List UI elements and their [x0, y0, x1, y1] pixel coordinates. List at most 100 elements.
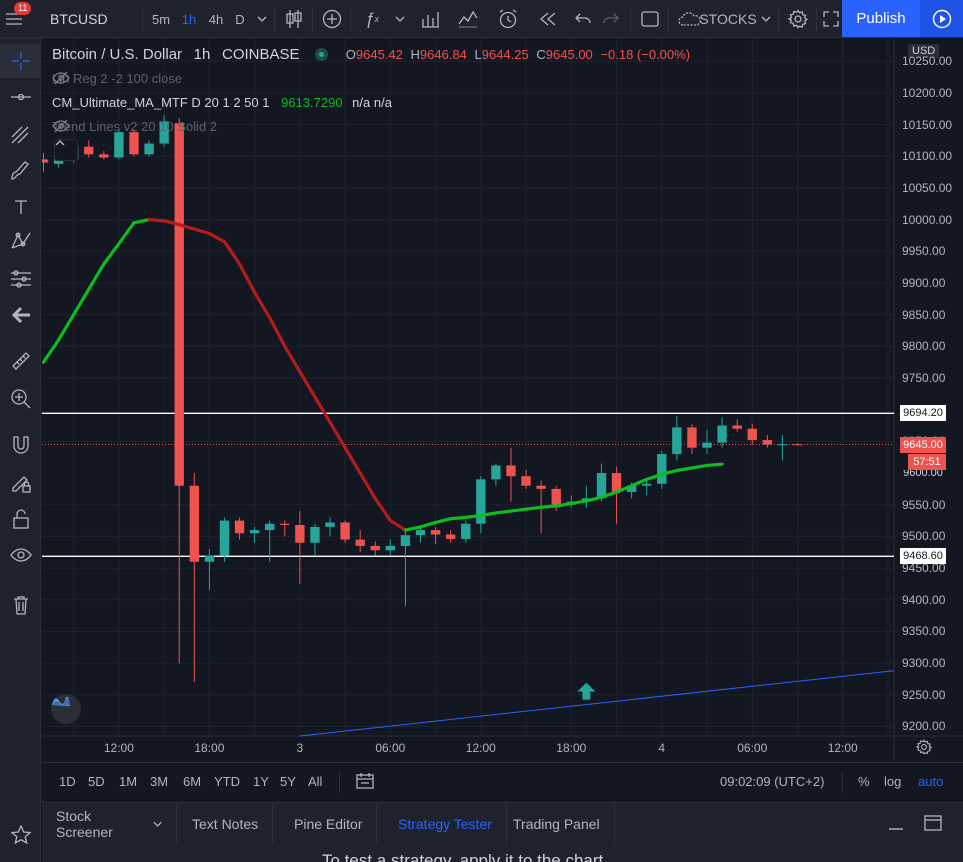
range-6m[interactable]: 6M: [183, 774, 202, 789]
range-3m[interactable]: 3M: [150, 774, 169, 789]
range-5d[interactable]: 5D: [88, 774, 105, 789]
eye-icon[interactable]: [0, 538, 41, 572]
text-tool-icon[interactable]: [0, 190, 41, 224]
ma-line-segment: [569, 499, 588, 506]
price-axis-label: 9800.00: [902, 339, 946, 354]
tab-strategy-tester[interactable]: Strategy Tester: [384, 803, 507, 845]
crosshair-icon[interactable]: [0, 44, 41, 78]
ma-line-segment: [207, 231, 227, 244]
range-5y[interactable]: 5Y: [280, 774, 296, 789]
range-ytd[interactable]: YTD: [214, 774, 240, 789]
replay-icon[interactable]: [534, 0, 562, 38]
horizontal-line-icon[interactable]: [0, 80, 41, 114]
star-icon[interactable]: [0, 818, 41, 852]
candle-body: [717, 425, 727, 443]
ma-line-segment: [630, 477, 649, 488]
legend-interval: 1h: [193, 46, 211, 63]
trash-icon[interactable]: [0, 588, 41, 622]
ohlc-values: O9645.42 H9646.84 L9644.25 C9645.00 −0.1…: [345, 47, 691, 62]
candle-body: [762, 440, 773, 445]
candle-body: [792, 444, 803, 446]
price-axis-label: 9750.00: [902, 370, 946, 385]
alert-icon[interactable]: [494, 0, 522, 38]
lock-icon[interactable]: [0, 502, 41, 536]
range-1d[interactable]: 1D: [59, 774, 76, 789]
candle-body: [265, 523, 275, 531]
clock-display[interactable]: 09:02:09 (UTC+2): [720, 774, 825, 789]
percent-toggle[interactable]: %: [858, 774, 870, 789]
chevron-down-icon[interactable]: [252, 0, 272, 38]
auto-toggle[interactable]: auto: [918, 774, 944, 789]
interval-d[interactable]: D: [235, 11, 245, 27]
interval-5m[interactable]: 5m: [151, 11, 171, 27]
chevron-down-icon[interactable]: [756, 0, 776, 38]
indicators-add-icon[interactable]: [318, 0, 346, 38]
candle-body: [461, 523, 471, 539]
forecast-icon[interactable]: [0, 262, 41, 296]
candle-body: [626, 485, 637, 493]
collapse-legend-button[interactable]: [54, 139, 78, 161]
compare-icon[interactable]: [454, 0, 482, 38]
change-value: −0.18 (−0.00%): [600, 47, 691, 62]
tab-stock-screener[interactable]: Stock Screener: [42, 803, 177, 845]
expand-icon[interactable]: [820, 0, 842, 38]
publish-button[interactable]: Publish: [842, 0, 920, 37]
cloud-icon[interactable]: [676, 0, 704, 38]
chevron-down-icon[interactable]: [390, 0, 410, 38]
redo-icon[interactable]: [598, 0, 624, 38]
price-chart[interactable]: [42, 39, 963, 760]
candlestick-type-icon[interactable]: [280, 0, 308, 38]
chart-area[interactable]: Bitcoin / U.S. Dollar 1h COINBASE O9645.…: [42, 39, 963, 760]
log-toggle[interactable]: log: [884, 774, 902, 789]
indicator-linreg[interactable]: Lin Reg 2 -2 100 close: [52, 71, 183, 86]
zoom-in-icon[interactable]: [0, 382, 41, 416]
tab-pine-editor[interactable]: Pine Editor: [280, 803, 378, 845]
tradingview-logo-icon[interactable]: [51, 694, 81, 724]
price-axis-label: 9300.00: [902, 656, 946, 671]
minimize-panel-icon[interactable]: [888, 817, 904, 834]
ma-line-segment: [222, 240, 242, 266]
tab-trading-panel[interactable]: Trading Panel: [499, 803, 615, 845]
price-axis-label: 10050.00: [902, 180, 953, 195]
maximize-panel-icon[interactable]: [924, 815, 942, 834]
range-1m[interactable]: 1M: [119, 774, 138, 789]
ma-line-segment: [554, 501, 573, 508]
price-axis-label: 9900.00: [902, 275, 946, 290]
ma-line-segment: [102, 242, 121, 266]
ma-line-segment: [237, 262, 257, 295]
ma-line-segment: [358, 471, 377, 500]
ma-line-segment: [283, 344, 302, 374]
candle-body: [340, 522, 350, 540]
brush-icon[interactable]: [0, 154, 41, 188]
indicator-cm-ma[interactable]: CM_Ultimate_MA_MTF D 20 1 2 50 1 9613.72…: [52, 95, 392, 110]
interval-1h[interactable]: 1h: [181, 11, 197, 27]
pattern-icon[interactable]: [0, 224, 41, 258]
candle-body: [687, 427, 697, 448]
ruler-icon[interactable]: [0, 344, 41, 378]
play-icon[interactable]: [920, 0, 963, 37]
lock-drawings-icon[interactable]: [0, 466, 41, 500]
candle-body: [129, 132, 139, 155]
candle-body: [430, 530, 441, 535]
financials-icon[interactable]: [416, 0, 444, 38]
calendar-icon[interactable]: [356, 773, 374, 792]
fullscreen-box-icon[interactable]: [636, 0, 664, 38]
magnet-icon[interactable]: [0, 428, 41, 462]
pitchfork-icon[interactable]: [0, 118, 41, 152]
ma-line-segment: [313, 395, 332, 424]
ma-indicator-value: 9613.7290: [281, 95, 343, 110]
arrow-left-icon[interactable]: [0, 298, 41, 332]
tab-text-notes[interactable]: Text Notes: [178, 803, 274, 845]
indicator-trendlines[interactable]: Trend Lines v2 20 10 Solid 2: [52, 119, 218, 134]
range-all[interactable]: All: [308, 774, 323, 789]
high-value: 9646.84: [419, 47, 467, 62]
range-1y[interactable]: 1Y: [253, 774, 269, 789]
layout-name[interactable]: STOCKS: [699, 11, 757, 27]
gear-icon[interactable]: [784, 0, 812, 38]
interval-4h[interactable]: 4h: [208, 11, 224, 27]
time-axis-label: 4: [658, 741, 666, 755]
undo-icon[interactable]: [570, 0, 596, 38]
last-price-label: 9645.00: [900, 436, 946, 453]
symbol-search[interactable]: BTCUSD: [50, 11, 108, 27]
